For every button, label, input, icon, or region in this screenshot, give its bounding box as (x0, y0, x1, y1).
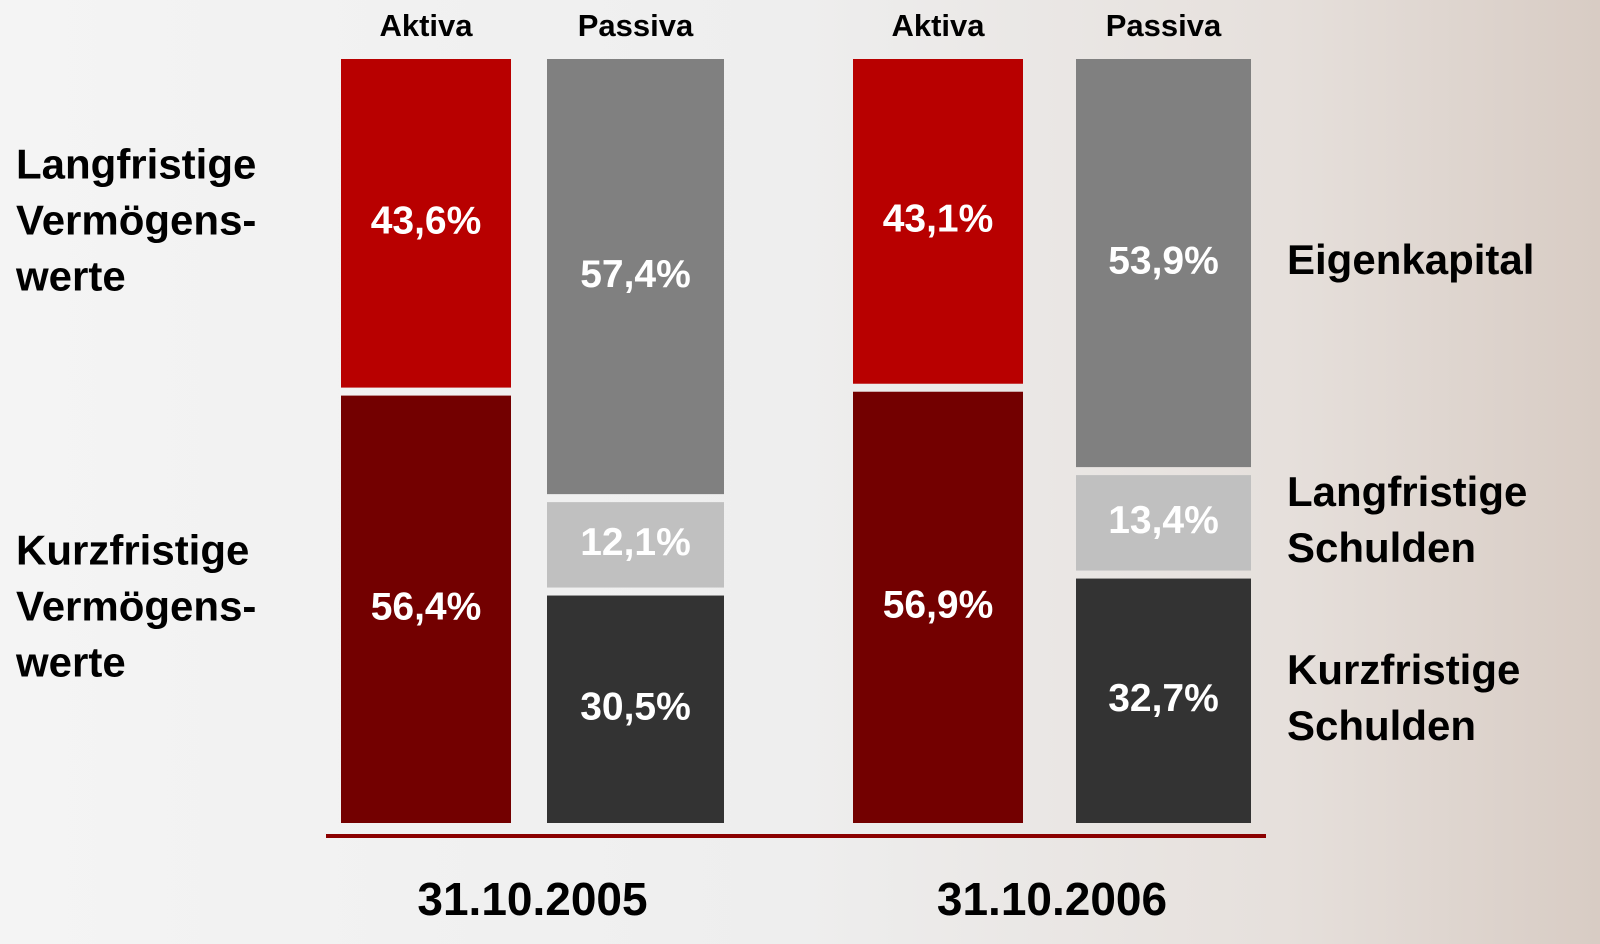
legend-label: Kurzfristige Vermögens-werte (15, 526, 256, 685)
bar-segment (1076, 475, 1251, 571)
value-label: 43,1% (883, 198, 994, 241)
x-tick-label: Aktiva (379, 8, 473, 43)
bar-segment (341, 395, 511, 823)
value-label: 57,4% (580, 253, 691, 296)
value-label: 32,7% (1108, 677, 1219, 720)
bar-segment (341, 59, 511, 388)
legend-label: Langfristige Schulden (1287, 468, 1527, 571)
legend-label: Kurzfristige Schulden (1287, 646, 1520, 749)
value-label: 56,4% (371, 586, 482, 629)
value-label: 30,5% (580, 686, 691, 729)
value-label: 53,9% (1108, 239, 1219, 282)
value-label: 43,6% (371, 200, 482, 243)
bar-segment (853, 391, 1023, 823)
bar-segment (853, 59, 1023, 384)
x-tick-label: Passiva (1106, 8, 1222, 43)
bar-segment (547, 59, 724, 495)
x-tick-label: Aktiva (891, 8, 985, 43)
bar-segment (547, 595, 724, 823)
value-label: 13,4% (1108, 499, 1219, 542)
legend-label: Eigenkapital (1287, 236, 1534, 283)
legend-label: Langfristige Vermögens-werte (15, 140, 256, 299)
bar-segment (547, 502, 724, 588)
bar-segment (1076, 59, 1251, 468)
value-label: 56,9% (883, 584, 994, 627)
bar-segment (1076, 578, 1251, 823)
value-label: 12,1% (580, 521, 691, 564)
group-label: 31.10.2005 (417, 873, 647, 925)
group-label: 31.10.2006 (937, 873, 1167, 925)
x-tick-label: Passiva (578, 8, 694, 43)
